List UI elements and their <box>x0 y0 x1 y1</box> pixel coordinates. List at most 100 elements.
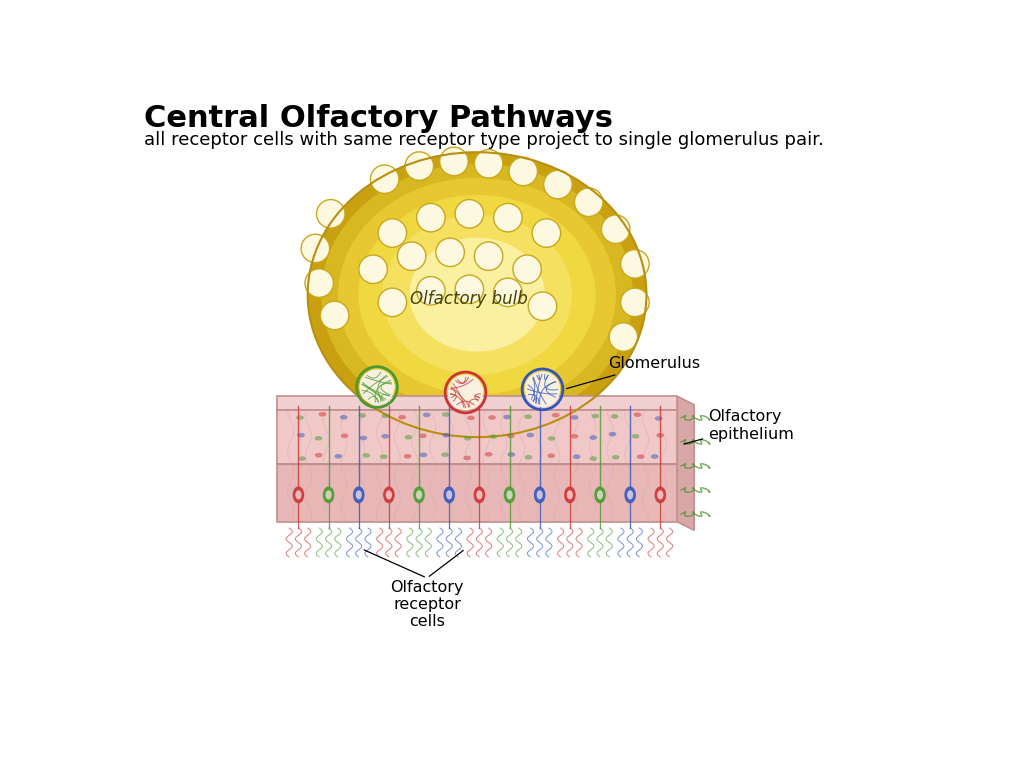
Ellipse shape <box>464 436 471 441</box>
Polygon shape <box>677 396 694 530</box>
Ellipse shape <box>488 415 496 420</box>
Ellipse shape <box>627 490 633 499</box>
Ellipse shape <box>590 435 597 440</box>
Circle shape <box>397 242 426 270</box>
Ellipse shape <box>362 453 371 458</box>
Ellipse shape <box>476 490 482 499</box>
Ellipse shape <box>403 454 412 458</box>
Ellipse shape <box>297 433 305 438</box>
Ellipse shape <box>359 435 368 440</box>
Ellipse shape <box>463 455 471 460</box>
Ellipse shape <box>594 486 606 503</box>
Ellipse shape <box>634 412 641 417</box>
Circle shape <box>447 375 483 410</box>
Ellipse shape <box>298 456 306 461</box>
Text: Olfactory
receptor
cells: Olfactory receptor cells <box>390 580 464 629</box>
Ellipse shape <box>564 486 575 503</box>
Ellipse shape <box>355 490 361 499</box>
Circle shape <box>359 369 394 405</box>
Ellipse shape <box>443 486 455 503</box>
Ellipse shape <box>386 490 392 499</box>
Circle shape <box>406 152 433 180</box>
Circle shape <box>621 288 649 316</box>
Ellipse shape <box>314 436 323 441</box>
Ellipse shape <box>504 486 515 503</box>
Circle shape <box>621 250 649 278</box>
Ellipse shape <box>353 486 365 503</box>
Ellipse shape <box>382 413 389 418</box>
Ellipse shape <box>323 486 335 503</box>
Ellipse shape <box>326 490 332 499</box>
Ellipse shape <box>293 486 304 503</box>
Text: Glomerulus: Glomerulus <box>566 356 700 389</box>
Circle shape <box>455 275 483 303</box>
Ellipse shape <box>548 453 555 458</box>
Ellipse shape <box>382 215 572 375</box>
Ellipse shape <box>570 415 579 420</box>
Ellipse shape <box>314 453 323 458</box>
Bar <box>276 396 677 410</box>
Ellipse shape <box>503 415 511 419</box>
Ellipse shape <box>410 237 545 352</box>
Ellipse shape <box>442 412 450 417</box>
Circle shape <box>494 278 522 306</box>
Ellipse shape <box>526 433 535 438</box>
Ellipse shape <box>318 412 327 416</box>
Circle shape <box>574 188 603 217</box>
Circle shape <box>474 150 503 178</box>
Ellipse shape <box>524 455 532 459</box>
Circle shape <box>609 323 638 351</box>
Ellipse shape <box>524 415 531 419</box>
Circle shape <box>436 238 464 266</box>
Circle shape <box>417 276 445 305</box>
Circle shape <box>378 219 407 247</box>
Circle shape <box>316 200 345 228</box>
Circle shape <box>474 242 503 270</box>
Ellipse shape <box>484 452 493 457</box>
Circle shape <box>378 288 407 316</box>
Ellipse shape <box>657 490 664 499</box>
Ellipse shape <box>414 486 425 503</box>
Ellipse shape <box>534 486 546 503</box>
Ellipse shape <box>446 490 453 499</box>
Ellipse shape <box>467 415 475 420</box>
Ellipse shape <box>654 486 666 503</box>
Ellipse shape <box>380 455 388 459</box>
Circle shape <box>455 200 483 228</box>
Ellipse shape <box>537 490 543 499</box>
Bar <box>276 410 677 464</box>
Ellipse shape <box>612 455 620 459</box>
Ellipse shape <box>322 164 633 425</box>
Circle shape <box>544 170 572 199</box>
Ellipse shape <box>507 490 513 499</box>
Ellipse shape <box>610 414 618 419</box>
Circle shape <box>417 204 445 232</box>
Text: Olfactory
epithelium: Olfactory epithelium <box>684 409 794 444</box>
Ellipse shape <box>398 415 406 419</box>
Circle shape <box>524 372 560 407</box>
Ellipse shape <box>592 414 599 419</box>
Ellipse shape <box>340 415 347 419</box>
Ellipse shape <box>416 490 422 499</box>
Ellipse shape <box>489 434 497 439</box>
Ellipse shape <box>358 413 366 418</box>
Ellipse shape <box>335 454 342 458</box>
Ellipse shape <box>419 433 427 438</box>
Circle shape <box>601 215 630 243</box>
Ellipse shape <box>654 416 663 421</box>
Ellipse shape <box>307 152 646 437</box>
Ellipse shape <box>552 413 559 418</box>
Ellipse shape <box>420 452 427 457</box>
Ellipse shape <box>597 490 603 499</box>
Ellipse shape <box>632 434 639 439</box>
Circle shape <box>358 255 387 283</box>
Ellipse shape <box>383 486 394 503</box>
Circle shape <box>528 292 557 320</box>
Ellipse shape <box>590 456 597 461</box>
Ellipse shape <box>296 415 304 420</box>
Ellipse shape <box>507 434 515 439</box>
Ellipse shape <box>381 434 389 439</box>
Circle shape <box>494 204 522 232</box>
Ellipse shape <box>651 454 658 458</box>
Ellipse shape <box>637 455 644 459</box>
